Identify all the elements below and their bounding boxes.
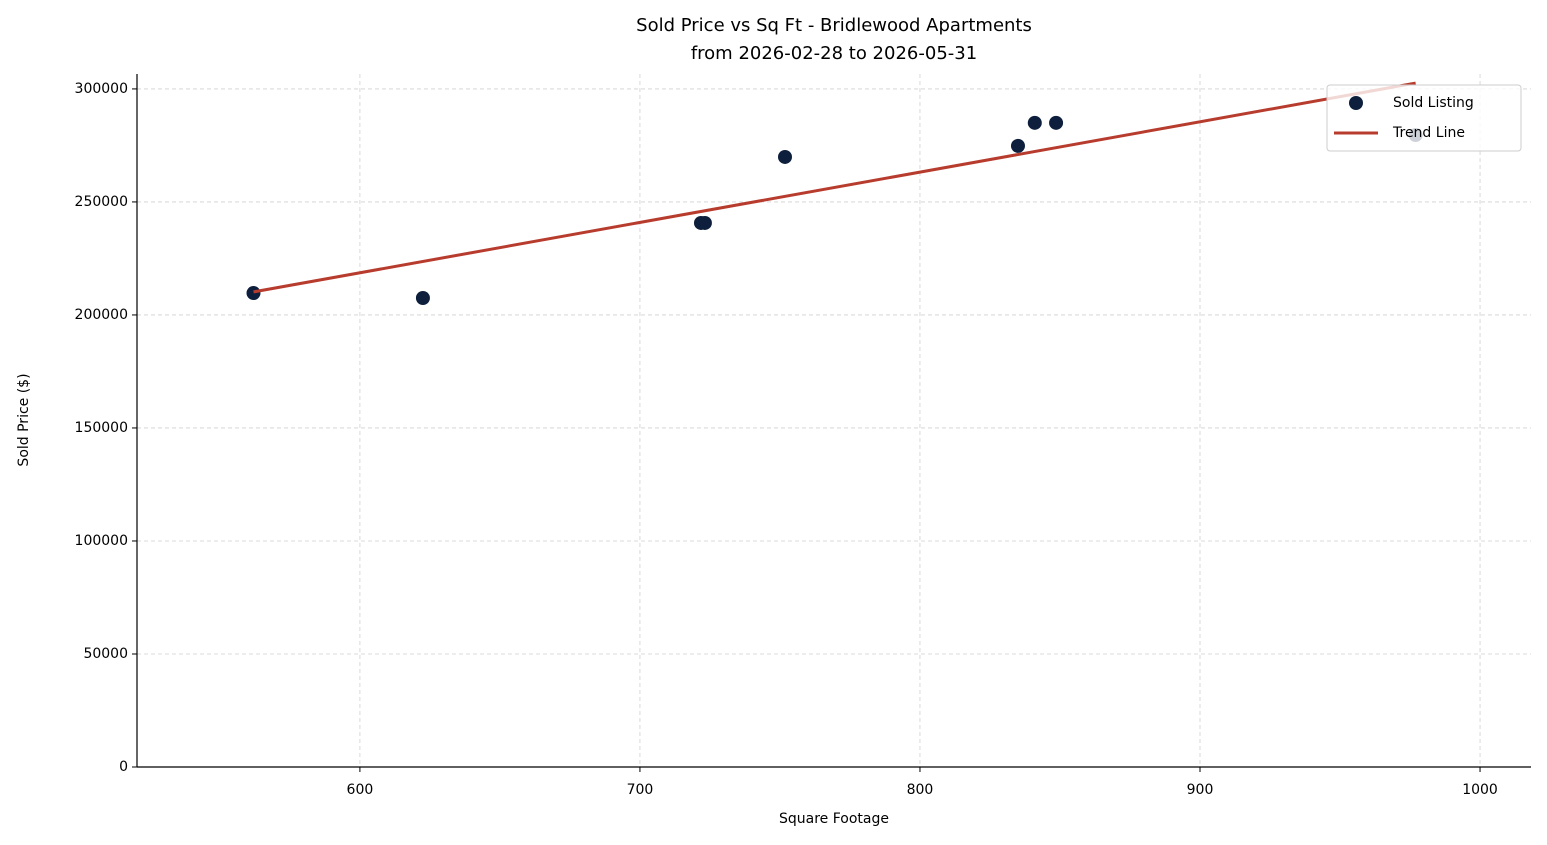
y-tick-label: 50000 [83,646,128,662]
x-tick-label: 600 [347,782,374,798]
x-tick-label: 900 [1187,782,1214,798]
y-tick-label: 0 [119,759,128,775]
point [1027,115,1042,130]
point [1049,115,1064,130]
chart-subtitle: from 2026-02-28 to 2026-05-31 [691,43,977,64]
point [777,149,792,164]
x-tick-label: 700 [627,782,654,798]
legend-label: Sold Listing [1393,95,1474,111]
y-axis-label: Sold Price ($) [16,373,32,466]
legend-swatch [1349,96,1363,110]
y-tick-label: 300000 [75,81,128,97]
legend-label: Trend Line [1392,125,1465,141]
point [697,215,712,230]
point [415,290,430,305]
y-tick-label: 150000 [75,420,128,436]
point [246,286,261,301]
y-tick-label: 250000 [75,194,128,210]
y-tick-label: 200000 [75,307,128,323]
trend-line [253,81,1416,294]
x-axis-label: Square Footage [779,811,889,827]
legend: Sold Listing Trend Line [1326,84,1522,152]
chart-title: Sold Price vs Sq Ft - Bridlewood Apartme… [636,15,1032,36]
x-tick-label: 800 [907,782,934,798]
x-tick-label: 1000 [1462,782,1498,798]
y-tick-label: 100000 [75,533,128,549]
point [1010,138,1025,153]
